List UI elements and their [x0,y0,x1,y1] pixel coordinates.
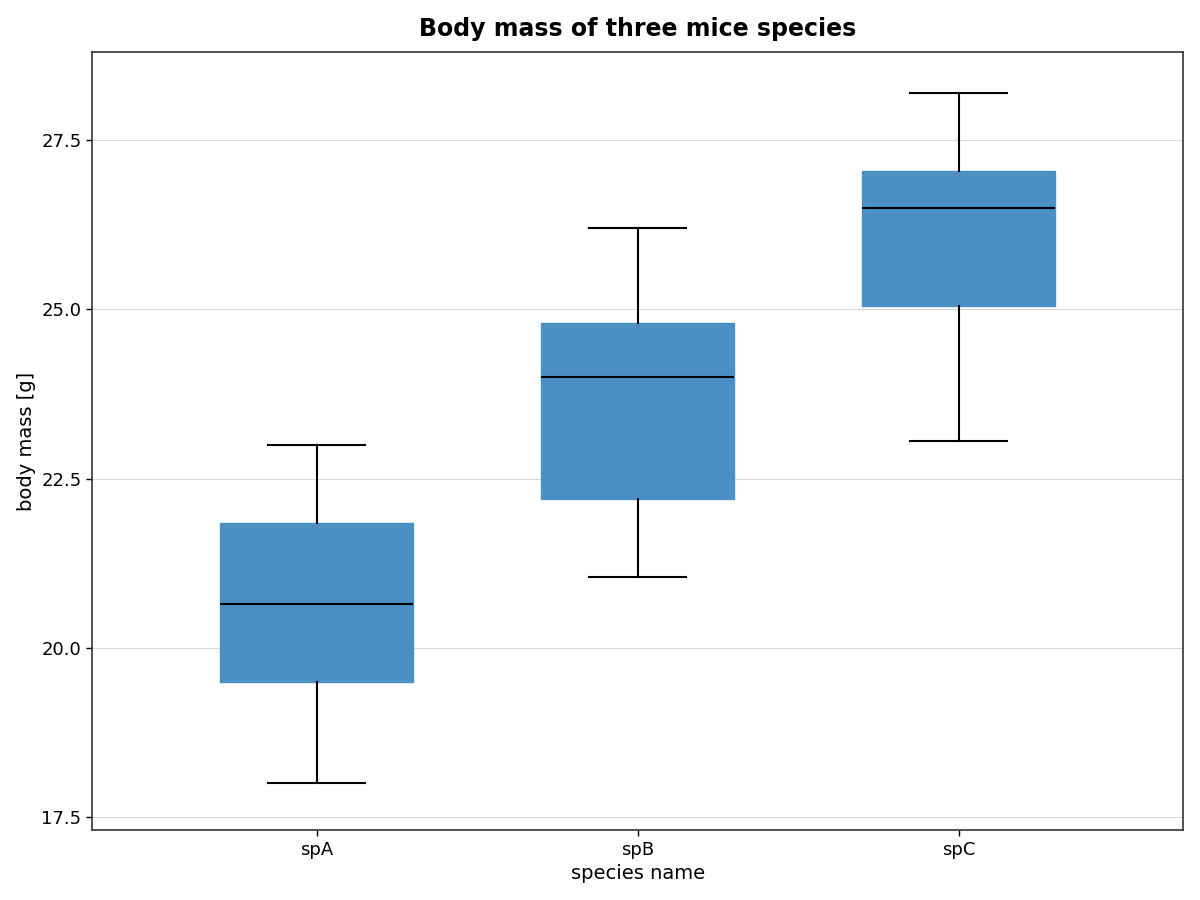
PathPatch shape [221,523,413,681]
PathPatch shape [863,171,1055,306]
Title: Body mass of three mice species: Body mass of three mice species [419,17,857,40]
Y-axis label: body mass [g]: body mass [g] [17,372,36,511]
PathPatch shape [541,323,734,499]
X-axis label: species name: species name [570,864,704,883]
